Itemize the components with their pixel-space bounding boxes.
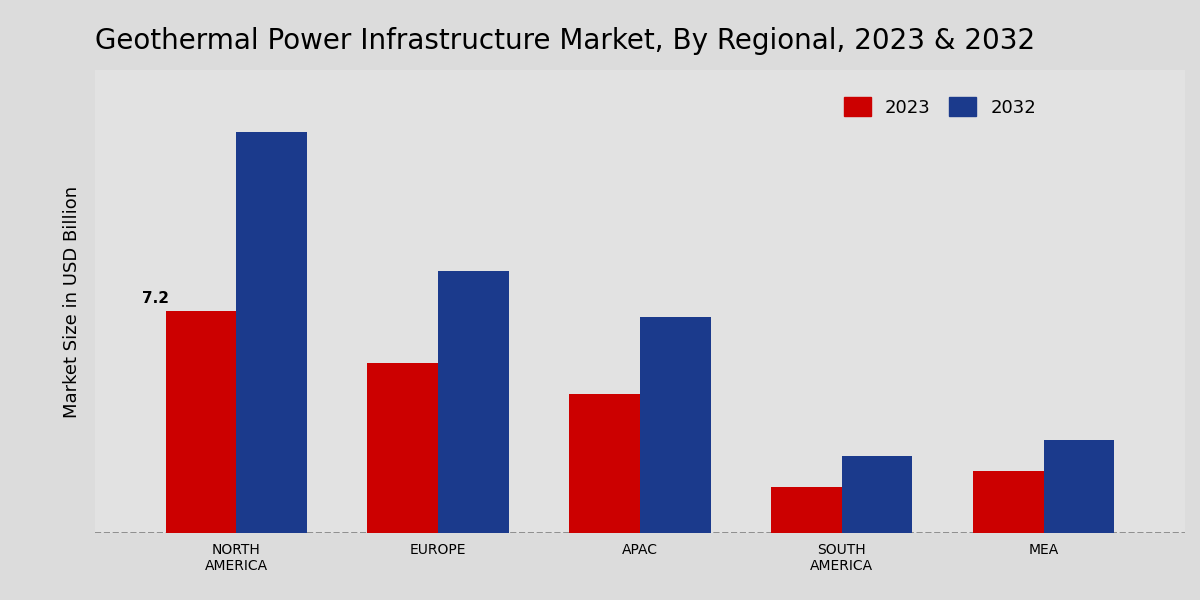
Bar bbox=[438, 271, 509, 533]
Bar bbox=[772, 487, 842, 533]
Text: Geothermal Power Infrastructure Market, By Regional, 2023 & 2032: Geothermal Power Infrastructure Market, … bbox=[95, 27, 1036, 55]
Bar bbox=[569, 394, 640, 533]
Bar bbox=[1044, 440, 1115, 533]
Bar bbox=[166, 311, 236, 533]
Bar bbox=[842, 456, 912, 533]
Text: 7.2: 7.2 bbox=[142, 291, 169, 306]
Bar bbox=[640, 317, 710, 533]
Legend: 2023, 2032: 2023, 2032 bbox=[834, 88, 1045, 125]
Y-axis label: Market Size in USD Billion: Market Size in USD Billion bbox=[62, 185, 82, 418]
Bar bbox=[236, 131, 307, 533]
Bar bbox=[973, 472, 1044, 533]
Bar bbox=[367, 363, 438, 533]
